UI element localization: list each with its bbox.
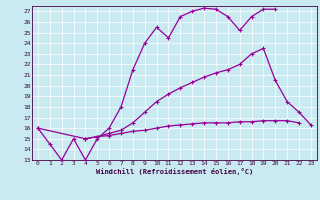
X-axis label: Windchill (Refroidissement éolien,°C): Windchill (Refroidissement éolien,°C) <box>96 168 253 175</box>
